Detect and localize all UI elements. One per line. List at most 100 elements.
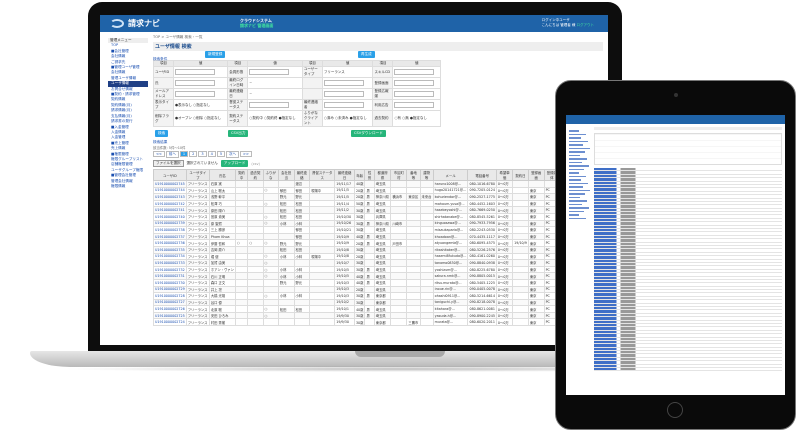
- column-header[interactable]: ふりがな: [262, 169, 279, 181]
- page-button[interactable]: <<: [153, 151, 165, 157]
- sidebar-item[interactable]: ユーザ情報: [108, 81, 148, 87]
- sidebar-item[interactable]: TOP: [111, 43, 119, 48]
- file-select-button[interactable]: ファイルを選択: [153, 160, 184, 167]
- field-input[interactable]: [394, 91, 435, 97]
- field-input[interactable]: [249, 69, 290, 75]
- regenerate-button[interactable]: 再生成: [358, 51, 375, 58]
- sidebar-item[interactable]: 請求書の発行: [111, 119, 133, 124]
- logo[interactable]: 請求ナビ: [110, 18, 160, 29]
- sidebar-item[interactable]: お問合せ情報: [111, 86, 133, 91]
- column-header[interactable]: 登録画面: [527, 169, 545, 181]
- user-id-link[interactable]: U1910000002742: [153, 199, 187, 208]
- column-header[interactable]: 市区町村: [390, 169, 408, 181]
- page-button[interactable]: 前へ: [165, 151, 179, 158]
- field-value[interactable]: [247, 99, 303, 111]
- sidebar-item[interactable]: 権限情報: [111, 183, 126, 188]
- field-value[interactable]: [392, 99, 441, 111]
- sidebar-item[interactable]: 権限グループリスト: [111, 156, 144, 161]
- sidebar-item[interactable]: ■契約・請求管理: [111, 92, 140, 97]
- field-input[interactable]: [175, 91, 215, 97]
- column-header[interactable]: 過去契約: [247, 169, 264, 181]
- sidebar-item[interactable]: 管理ユーザ情報: [111, 75, 137, 80]
- field-input[interactable]: [175, 80, 215, 86]
- user-id-link[interactable]: U1910000002734: [153, 252, 187, 261]
- column-header[interactable]: 電話番号: [467, 169, 497, 181]
- sidebar-item[interactable]: 会社情報: [111, 70, 126, 75]
- field-value[interactable]: フリーランス: [321, 66, 374, 78]
- column-header[interactable]: 契約日: [512, 169, 529, 181]
- user-id-link[interactable]: U1910000002740: [153, 212, 187, 221]
- csv-download-button[interactable]: CSVダウンロード: [351, 130, 386, 137]
- field-value[interactable]: ○済み ○未済み ●指定なし: [321, 110, 374, 127]
- page-button[interactable]: 次へ: [226, 151, 240, 158]
- sidebar-item[interactable]: ■会社管理: [111, 48, 129, 53]
- column-header[interactable]: 最終連絡日: [334, 169, 355, 181]
- user-id-link[interactable]: U1910000002728: [153, 292, 187, 300]
- page-button[interactable]: >>: [240, 151, 252, 157]
- page-button[interactable]: 1: [179, 151, 189, 157]
- field-value[interactable]: ~: [247, 77, 303, 89]
- field-value[interactable]: ~: [247, 88, 303, 100]
- upload-button[interactable]: アップロード: [220, 160, 249, 167]
- sidebar-item[interactable]: ご請求先: [111, 59, 126, 64]
- page-button[interactable]: 3: [198, 151, 207, 157]
- field-value[interactable]: [392, 66, 441, 78]
- field-value[interactable]: [392, 88, 441, 100]
- field-input[interactable]: [175, 69, 215, 75]
- column-header[interactable]: メール: [432, 169, 469, 181]
- page-button[interactable]: 4: [207, 151, 216, 157]
- field-input[interactable]: [394, 80, 435, 86]
- field-value[interactable]: [321, 77, 374, 89]
- field-value[interactable]: ●表示なし ○指定なし: [172, 99, 229, 111]
- field-value[interactable]: [247, 66, 303, 78]
- user-id-link[interactable]: U1910000002733: [153, 259, 187, 267]
- column-header[interactable]: ユーザタイプ: [185, 169, 210, 181]
- sidebar-item[interactable]: 管理会社情報: [111, 178, 133, 183]
- user-id-link[interactable]: U1910000002738: [153, 226, 187, 234]
- user-id-link[interactable]: U1910000002744: [153, 186, 187, 195]
- user-id-link[interactable]: U1910000002735: [153, 245, 187, 254]
- user-id-link[interactable]: U1910000002737: [153, 232, 187, 241]
- page-button[interactable]: 2: [189, 151, 198, 157]
- logout-link[interactable]: ログアウト: [576, 23, 595, 27]
- field-input[interactable]: [394, 102, 435, 108]
- field-value[interactable]: ○有 ○無 ●指定なし: [392, 110, 441, 127]
- field-input[interactable]: [323, 91, 364, 97]
- field-value[interactable]: [392, 77, 441, 89]
- user-id-link[interactable]: U1910000002743: [153, 193, 187, 201]
- search-button[interactable]: 検索: [155, 130, 169, 137]
- sidebar-item[interactable]: ■入金管理: [111, 124, 129, 129]
- field-input[interactable]: [394, 69, 435, 75]
- field-value[interactable]: ●オープン ○削除 ○指定なし: [172, 110, 229, 127]
- sidebar-item[interactable]: 会社情報: [111, 54, 126, 59]
- user-id-link[interactable]: U1910000002745: [153, 180, 187, 188]
- column-header[interactable]: 番地等: [406, 169, 421, 181]
- sidebar-item[interactable]: 売上情報: [111, 146, 126, 151]
- user-id-link[interactable]: U1910000002741: [153, 206, 187, 214]
- sidebar-item[interactable]: 請求情報(月): [111, 108, 132, 113]
- field-value[interactable]: [172, 77, 229, 89]
- user-id-link[interactable]: U1910000002726: [153, 305, 187, 313]
- page-button[interactable]: 5: [216, 151, 226, 157]
- sidebar-item[interactable]: ■管理会社管理: [111, 173, 136, 178]
- column-header[interactable]: 契約中: [234, 169, 249, 181]
- column-header[interactable]: 希望単価: [495, 169, 514, 181]
- sidebar-item[interactable]: 契約情報(月): [111, 102, 132, 107]
- column-header[interactable]: 最終連絡: [293, 169, 311, 181]
- field-value[interactable]: ○契約中 ○契約終 ●指定なし: [247, 110, 303, 127]
- column-header[interactable]: 氏名: [208, 169, 236, 181]
- sidebar-item[interactable]: 契約情報: [111, 97, 126, 102]
- sidebar-item[interactable]: 入金管理: [111, 135, 126, 140]
- sidebar-item[interactable]: ■管理ユーザ管理: [111, 65, 140, 70]
- user-id-link[interactable]: U1910000002725: [153, 311, 187, 320]
- column-header[interactable]: 建物等: [419, 169, 434, 181]
- field-input[interactable]: [323, 80, 364, 86]
- sidebar-item[interactable]: ユーザグループ権限: [111, 167, 144, 172]
- column-header[interactable]: 都道府県: [373, 169, 392, 181]
- user-id-link[interactable]: U1910000002730: [153, 278, 187, 287]
- home-button[interactable]: [667, 402, 683, 418]
- user-id-link[interactable]: U1910000002729: [153, 285, 187, 294]
- sidebar-item[interactable]: ■権限管理: [111, 151, 129, 156]
- field-value[interactable]: [172, 88, 229, 100]
- field-input[interactable]: [323, 102, 364, 108]
